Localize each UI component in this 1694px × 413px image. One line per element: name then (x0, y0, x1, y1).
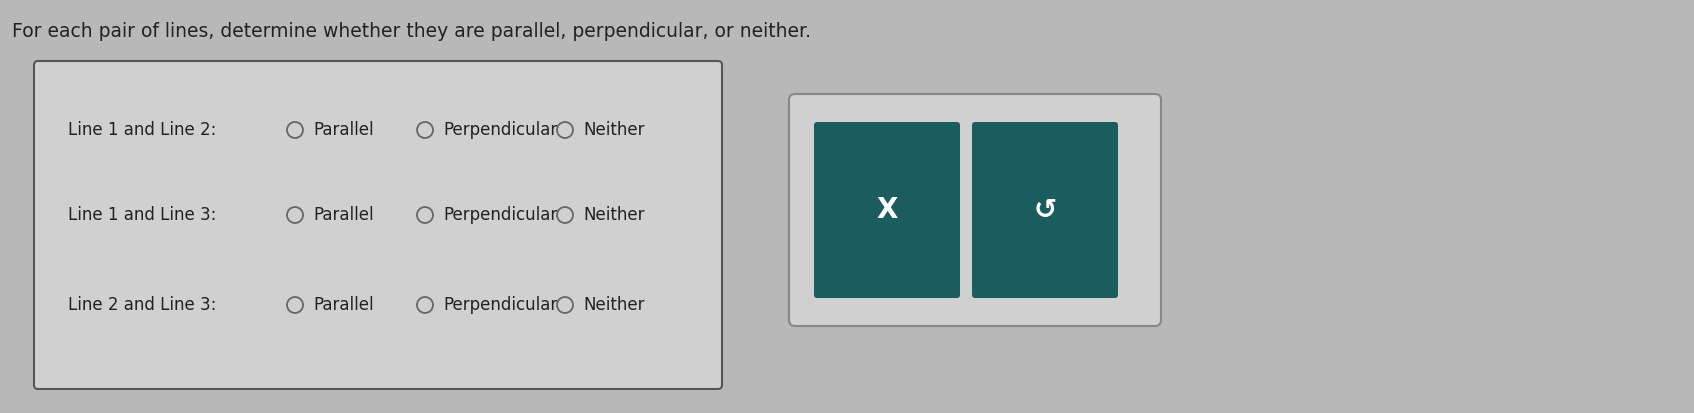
FancyBboxPatch shape (789, 94, 1160, 326)
Text: Neither: Neither (583, 206, 644, 224)
Text: X: X (876, 196, 898, 224)
Ellipse shape (286, 297, 303, 313)
Text: Neither: Neither (583, 296, 644, 314)
Ellipse shape (286, 122, 303, 138)
FancyBboxPatch shape (815, 122, 960, 298)
FancyBboxPatch shape (34, 61, 722, 389)
Text: Neither: Neither (583, 121, 644, 139)
Text: ↺: ↺ (1033, 196, 1057, 224)
Text: Line 1 and Line 3:: Line 1 and Line 3: (68, 206, 217, 224)
Text: Perpendicular: Perpendicular (444, 121, 557, 139)
FancyBboxPatch shape (972, 122, 1118, 298)
Text: Line 1 and Line 2:: Line 1 and Line 2: (68, 121, 217, 139)
Ellipse shape (286, 207, 303, 223)
Ellipse shape (557, 122, 573, 138)
Text: Line 2 and Line 3:: Line 2 and Line 3: (68, 296, 217, 314)
Ellipse shape (557, 297, 573, 313)
Text: Parallel: Parallel (313, 121, 374, 139)
Ellipse shape (417, 122, 434, 138)
Text: Perpendicular: Perpendicular (444, 206, 557, 224)
Ellipse shape (417, 297, 434, 313)
Text: Perpendicular: Perpendicular (444, 296, 557, 314)
Ellipse shape (417, 207, 434, 223)
Ellipse shape (557, 207, 573, 223)
Text: Parallel: Parallel (313, 206, 374, 224)
Text: Parallel: Parallel (313, 296, 374, 314)
Text: For each pair of lines, determine whether they are parallel, perpendicular, or n: For each pair of lines, determine whethe… (12, 22, 811, 41)
